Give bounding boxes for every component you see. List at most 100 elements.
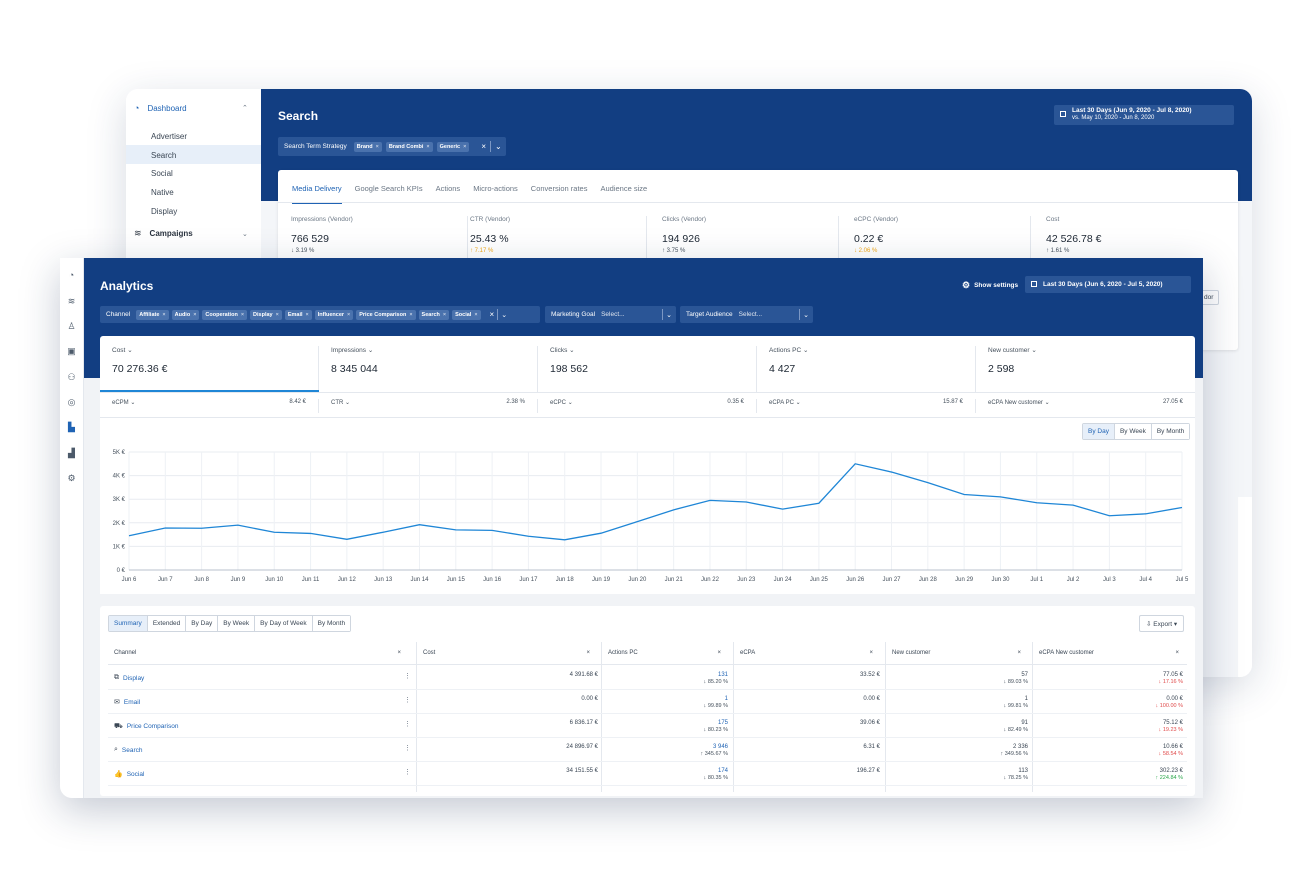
by-day-button[interactable]: By Day [1083, 424, 1115, 439]
search-term-strategy-filter[interactable]: Search Term Strategy Brand × Brand Combi ×… [278, 137, 506, 156]
kpi-actions-pc[interactable]: Actions PC ⌄ 4 427 [757, 346, 976, 392]
kebab-menu-icon[interactable]: ⋮ [404, 769, 411, 776]
tab-summary[interactable]: Summary [109, 616, 148, 631]
gear-icon[interactable]: ⚙ [67, 473, 76, 483]
filter-chip[interactable]: Affiliate × [136, 309, 169, 320]
kpi-clicks[interactable]: Clicks (Vendor) 194 926 ↑ 3.75 % [649, 216, 839, 266]
actions-cell: 131 ↓ 85.20 % [703, 672, 728, 685]
tab-by-week[interactable]: By Week [218, 616, 256, 631]
sidebar-campaigns[interactable]: ≋ Campaigns ⌄ [134, 228, 248, 238]
channel-link[interactable]: Social [126, 770, 145, 778]
subkpi-ecpa-new-customer[interactable]: eCPA New customer ⌄ 27.05 € [988, 399, 1183, 406]
channel-filter[interactable]: Channel Affiliate × Audio × Cooperation × D… [100, 306, 540, 323]
tab-conversion-rates[interactable]: Conversion rates [530, 184, 588, 193]
filter-chip[interactable]: Price Comparison × [356, 309, 416, 320]
image-icon[interactable]: ▣ [67, 346, 76, 356]
channel-cell[interactable]: 👍 Social [114, 770, 145, 779]
tab-by-day[interactable]: By Day [186, 616, 219, 631]
filter-chip[interactable]: Audio × [171, 309, 200, 320]
kpi-clicks[interactable]: Clicks ⌄ 198 562 [538, 346, 757, 392]
sidebar-item-advertiser[interactable]: Advertiser [151, 132, 188, 141]
col-cost[interactable]: Cost × [423, 650, 590, 656]
kpi-ecpc[interactable]: eCPC (Vendor) 0.22 € ↓ 2.06 % [841, 216, 1031, 266]
kebab-menu-icon[interactable]: ⋮ [404, 697, 411, 704]
download-icon: ⇩ [1146, 621, 1152, 628]
kpi-impressions[interactable]: Impressions (Vendor) 766 529 ↓ 3.19 % [278, 216, 468, 266]
filter-chip[interactable]: Email × [284, 309, 312, 320]
col-actions-pc[interactable]: Actions PC × [608, 650, 721, 656]
subkpi-ecpc[interactable]: eCPC ⌄ 0.35 € [538, 399, 757, 413]
kpi-ctr[interactable]: CTR (Vendor) 25.43 % ↑ 7.17 % [457, 216, 647, 266]
by-month-button[interactable]: By Month [1151, 424, 1190, 439]
channel-link[interactable]: Price Comparison [126, 723, 179, 730]
target-icon[interactable]: ◎ [67, 397, 76, 407]
tab-by-day-of-week[interactable]: By Day of Week [255, 616, 313, 631]
tab-google-search-kpis[interactable]: Google Search KPIs [354, 184, 423, 193]
channel-cell[interactable]: ⛟ Price Comparison [114, 722, 178, 731]
clear-icon[interactable]: × [481, 142, 486, 151]
channel-link[interactable]: Email [123, 698, 141, 706]
channel-cell[interactable]: ⌕ Search [114, 746, 143, 754]
subkpi-ecpa-pc[interactable]: eCPA PC ⌄ 15.87 € [757, 399, 976, 413]
x-tick-label: Jul 4 [1139, 577, 1152, 583]
subkpi-ctr[interactable]: CTR ⌄ 2.38 % [319, 399, 538, 413]
dashboard-icon[interactable]: ◔ [68, 270, 75, 280]
sidebar-item-search[interactable]: Search [151, 151, 177, 160]
line-chart-icon[interactable]: ▟ [68, 448, 75, 458]
col-new-customer[interactable]: New customer × [892, 650, 1021, 656]
channel-link[interactable]: Search [121, 746, 143, 754]
channel-cell[interactable]: ⧉ Display [114, 674, 144, 682]
channel-cell[interactable]: ✉ Email [114, 698, 141, 707]
col-ecpa[interactable]: eCPA × [740, 650, 873, 656]
kpi-cost[interactable]: Cost ⌄ 70 276.36 € [100, 346, 319, 392]
date-range-picker[interactable]: Last 30 Days (Jun 6, 2020 - Jul 5, 2020) [1025, 276, 1191, 293]
kpi-new-customer[interactable]: New customer ⌄ 2 598 [988, 347, 1037, 375]
subkpi-ecpm[interactable]: eCPM ⌄ 8.42 € [100, 399, 319, 413]
kpi-cost[interactable]: Cost 42 526.78 € ↑ 1.61 % [1046, 216, 1102, 254]
col-ecpa-new-customer[interactable]: eCPA New customer × [1039, 650, 1179, 656]
sidebar-item-display[interactable]: Display [151, 207, 178, 216]
arrow-down-icon: ↓ [703, 726, 707, 733]
tab-micro-actions[interactable]: Micro-actions [473, 184, 518, 193]
close-icon: × [347, 311, 351, 318]
channel-link[interactable]: Display [123, 674, 145, 682]
clear-icon[interactable]: × [489, 310, 495, 319]
filter-chip[interactable]: Search × [418, 309, 450, 320]
filter-chip[interactable]: Influencer × [314, 309, 354, 320]
chevron-down-icon[interactable]: ⌄ [494, 142, 502, 151]
filter-chip[interactable]: Brand Combi × [385, 141, 433, 152]
tab-actions[interactable]: Actions [435, 184, 461, 193]
channel-table-card: Summary Extended By Day By Week By Day o… [100, 606, 1195, 796]
tab-extended[interactable]: Extended [147, 616, 187, 631]
export-button[interactable]: ⇩ Export ▾ [1139, 615, 1185, 632]
date-range-picker[interactable]: Last 30 Days (Jun 9, 2020 - Jul 8, 2020)… [1054, 105, 1234, 125]
filter-chip[interactable]: Brand × [353, 141, 382, 152]
layers-icon[interactable]: ≋ [67, 296, 76, 306]
tab-media-delivery[interactable]: Media Delivery [292, 184, 342, 204]
show-settings-button[interactable]: ⚙ Show settings [962, 280, 1019, 290]
user-icon[interactable]: ♙ [67, 321, 76, 331]
sidebar-dashboard[interactable]: ◔ Dashboard ⌃ [134, 103, 248, 113]
group-icon[interactable]: ⚇ [67, 372, 76, 382]
kebab-menu-icon[interactable]: ⋮ [404, 673, 411, 680]
arrow-down-icon: ↓ [1155, 702, 1159, 709]
filter-chip[interactable]: Display × [250, 309, 282, 320]
tab-audience-size[interactable]: Audience size [600, 184, 648, 193]
chevron-down-icon[interactable]: ⌄ [501, 311, 508, 319]
filter-chip[interactable]: Social × [452, 309, 481, 320]
kpi-impressions[interactable]: Impressions ⌄ 8 345 044 [319, 346, 538, 392]
col-channel[interactable]: Channel × [114, 650, 401, 656]
bar-chart-icon[interactable]: ▙ [68, 422, 75, 432]
sidebar-item-native[interactable]: Native [151, 188, 174, 197]
filter-chip[interactable]: Cooperation × [202, 309, 248, 320]
marketing-goal-select[interactable]: Marketing Goal Select... ⌄ [545, 306, 676, 323]
kebab-menu-icon[interactable]: ⋮ [404, 745, 411, 752]
tab-by-month[interactable]: By Month [312, 616, 351, 631]
col-divider [416, 642, 417, 792]
by-week-button[interactable]: By Week [1114, 424, 1152, 439]
kebab-menu-icon[interactable]: ⋮ [404, 721, 411, 728]
target-audience-select[interactable]: Target Audience Select... ⌄ [680, 306, 813, 323]
sidebar-item-social[interactable]: Social [151, 169, 173, 178]
filter-chip[interactable]: Generic × [436, 141, 470, 152]
icon-sidebar: ◔ ≋ ♙ ▣ ⚇ ◎ ▙ ▟ ⚙ [60, 258, 84, 798]
